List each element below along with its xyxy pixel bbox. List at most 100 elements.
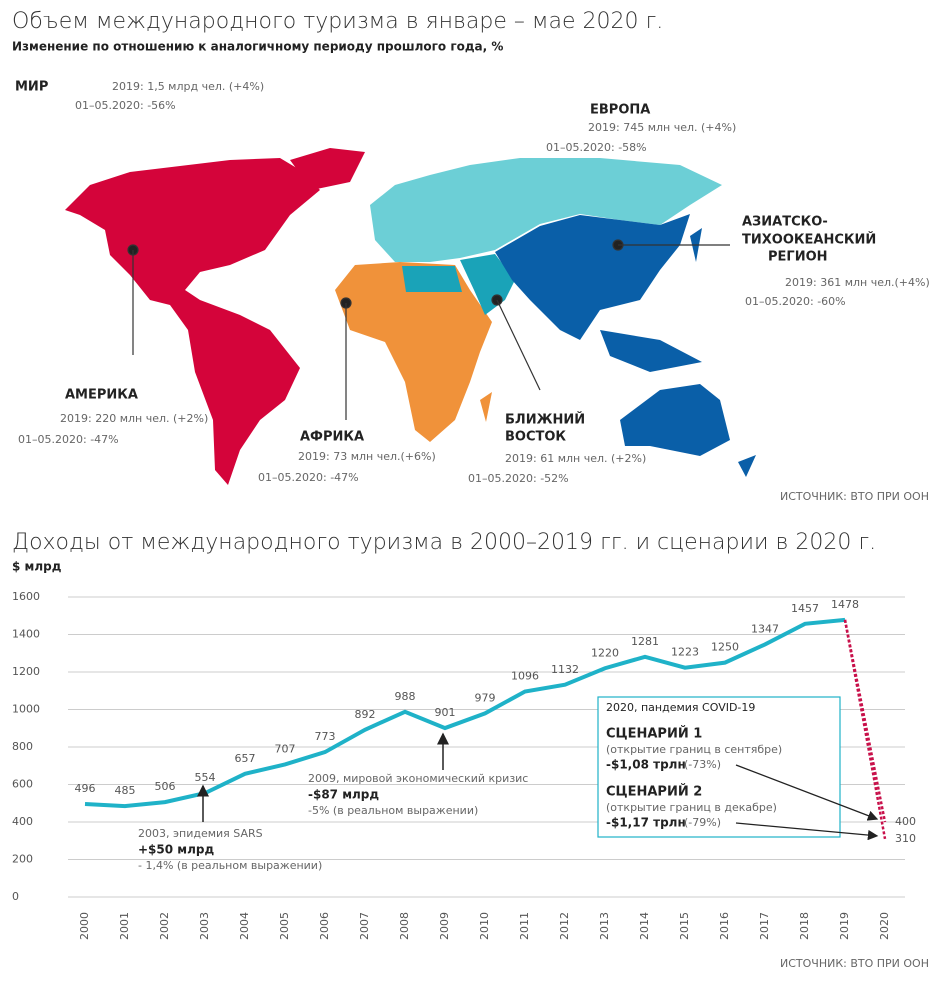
scenario-arrow	[735, 764, 879, 821]
value-label: 901	[435, 706, 456, 719]
x-tick-label: 2001	[118, 912, 131, 940]
value-label: 988	[395, 690, 416, 703]
scenario-line	[843, 619, 887, 823]
region-asia-pacific	[600, 330, 702, 372]
x-tick-label: 2010	[478, 912, 491, 940]
region-africa	[480, 392, 492, 422]
region-asia-pacific	[620, 384, 730, 456]
y-tick-label: 1200	[12, 665, 40, 678]
y-tick-label: 600	[12, 778, 33, 791]
y-tick-label: 200	[12, 853, 33, 866]
annotation-text: - 1,4% (в реальном выражении)	[138, 859, 322, 872]
x-tick-label: 2000	[78, 912, 91, 940]
annotation-text: 2009, мировой экономический кризис	[308, 772, 528, 785]
region-name: ТИХООКЕАНСКИЙ	[742, 232, 876, 248]
region-asia-pacific	[738, 455, 756, 477]
y-tick-label: 1400	[12, 628, 40, 641]
annotation-text: -$87 млрд	[308, 788, 379, 802]
x-tick-label: 2020	[878, 912, 891, 940]
scenario-loss: -$1,17 трлн	[606, 816, 686, 830]
x-tick-label: 2018	[798, 912, 811, 940]
value-label: 707	[275, 742, 296, 755]
value-label: 1281	[631, 635, 659, 648]
region-stat-2019: 2019: 361 млн чел.(+4%)	[785, 276, 930, 289]
region-name: РЕГИОН	[768, 250, 828, 265]
x-tick-label: 2012	[558, 912, 571, 940]
value-label: 554	[195, 771, 216, 784]
value-label: 1223	[671, 646, 699, 659]
value-label: 496	[75, 782, 96, 795]
y-axis-label: $ млрд	[12, 560, 62, 574]
value-label: 1478	[831, 598, 859, 611]
x-tick-label: 2013	[598, 912, 611, 940]
scenario-box	[597, 696, 841, 838]
region-america	[290, 148, 365, 190]
scenario-box-title: 2020, пандемия COVID-19	[606, 701, 755, 714]
value-label: 506	[155, 780, 176, 793]
scenario-value: 310	[895, 832, 916, 845]
y-tick-label: 1600	[12, 590, 40, 603]
value-label: 1220	[591, 646, 619, 659]
x-tick-label: 2019	[838, 912, 851, 940]
value-label: 485	[115, 784, 136, 797]
scenario-pct: (-73%)	[684, 758, 721, 771]
region-stat-2020: 01–05.2020: -47%	[18, 433, 119, 446]
annotation-text: 2003, эпидемия SARS	[138, 827, 263, 840]
scenario-value: 400	[895, 815, 916, 828]
region-stat-2019: 2019: 73 млн чел.(+6%)	[298, 450, 436, 463]
value-label: 1132	[551, 663, 579, 676]
value-label: 1347	[751, 622, 779, 635]
annotation-text: +$50 млрд	[138, 843, 214, 857]
y-tick-label: 1000	[12, 703, 40, 716]
x-tick-label: 2009	[438, 912, 451, 940]
region-stat-2020: 01–05.2020: -47%	[258, 471, 359, 484]
map-source: ИСТОЧНИК: ВТО ПРИ ООН	[780, 490, 929, 503]
x-tick-label: 2005	[278, 912, 291, 940]
x-tick-label: 2017	[758, 912, 771, 940]
scenario-line	[843, 619, 887, 840]
region-stat-2019: 2019: 745 млн чел. (+4%)	[588, 121, 736, 134]
scenario-note: (открытие границ в сентябре)	[606, 743, 782, 756]
map-title: Объем международного туризма в январе – …	[12, 9, 663, 34]
region-stat-2019: 2019: 1,5 млрд чел. (+4%)	[112, 80, 264, 93]
region-stat-2020: 01–05.2020: -56%	[75, 99, 176, 112]
region-stat-2020: 01–05.2020: -60%	[745, 295, 846, 308]
data-line	[84, 617, 846, 809]
region-name: АМЕРИКА	[65, 388, 138, 403]
annotation-text: -5% (в реальном выражении)	[308, 804, 478, 817]
x-tick-label: 2014	[638, 912, 651, 940]
scenario-loss: -$1,08 трлн	[606, 758, 686, 772]
scenario-name: СЦЕНАРИЙ 1	[606, 726, 702, 742]
scenario-note: (открытие границ в декабре)	[606, 801, 777, 814]
region-name: БЛИЖНИЙ	[505, 412, 585, 428]
x-tick-label: 2008	[398, 912, 411, 940]
y-tick-label: 800	[12, 740, 33, 753]
region-name: МИР	[15, 80, 48, 95]
value-label: 1457	[791, 602, 819, 615]
x-tick-label: 2002	[158, 912, 171, 940]
x-tick-label: 2015	[678, 912, 691, 940]
region-europe	[370, 158, 722, 262]
x-tick-label: 2003	[198, 912, 211, 940]
x-tick-label: 2004	[238, 912, 251, 940]
scenario-pct: (-79%)	[684, 816, 721, 829]
scenario-name: СЦЕНАРИЙ 2	[606, 784, 702, 800]
x-tick-label: 2007	[358, 912, 371, 940]
region-africa	[335, 262, 492, 442]
value-label: 979	[475, 691, 496, 704]
region-stat-2019: 2019: 61 млн чел. (+2%)	[505, 452, 646, 465]
value-label: 1250	[711, 641, 739, 654]
x-tick-label: 2016	[718, 912, 731, 940]
y-tick-label: 0	[12, 890, 19, 903]
value-label: 657	[235, 752, 256, 765]
region-name: ВОСТОК	[505, 430, 566, 445]
value-label: 892	[355, 708, 376, 721]
region-stat-2019: 2019: 220 млн чел. (+2%)	[60, 412, 208, 425]
scenario-arrow	[735, 822, 879, 841]
region-america	[65, 158, 320, 485]
region-stat-2020: 01–05.2020: -58%	[546, 141, 647, 154]
region-name: ЕВРОПА	[590, 103, 650, 118]
value-label: 1096	[511, 670, 539, 683]
leader-line	[496, 299, 541, 391]
chart-title: Доходы от международного туризма в 2000–…	[12, 530, 876, 555]
